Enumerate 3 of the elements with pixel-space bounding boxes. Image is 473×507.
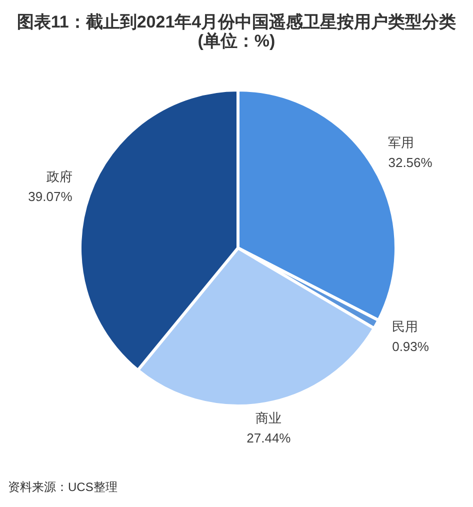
title: (单位：%) [198, 32, 276, 50]
title: 图表11：截止到2021年4月份中国遥感卫星按用户类型分类 [16, 12, 456, 32]
annotation: 资料来源：UCS整理 [8, 480, 118, 494]
